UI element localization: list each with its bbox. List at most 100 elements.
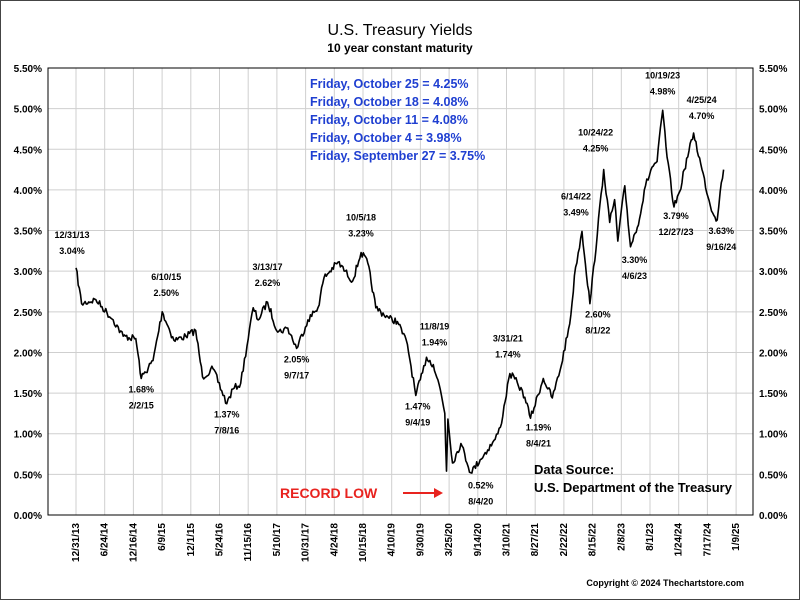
x-tick-label: 9/14/20	[473, 523, 484, 557]
x-tick-label: 12/1/15	[186, 523, 197, 557]
annotation-label: 2.50%	[153, 288, 179, 298]
x-tick-label: 4/24/18	[329, 523, 340, 557]
y-tick-label-right: 0.00%	[759, 511, 787, 522]
x-tick-label: 9/30/19	[415, 523, 426, 557]
annotation-label: 2/2/15	[129, 400, 154, 410]
annotation-label: 0.52%	[468, 481, 494, 491]
plot-area	[47, 67, 754, 516]
annotation-label: 1.19%	[526, 422, 552, 432]
y-tick-label-left: 2.50%	[14, 308, 42, 319]
y-tick-label-right: 4.00%	[759, 186, 787, 197]
x-tick-label: 11/15/16	[243, 523, 254, 562]
y-tick-label-right: 4.50%	[759, 145, 787, 156]
y-tick-label-left: 5.50%	[14, 64, 42, 75]
annotation-label: 10/24/22	[578, 128, 613, 138]
x-tick-label: 6/9/15	[157, 523, 168, 551]
annotation-label: 6/10/15	[151, 272, 181, 282]
point-annotations: 12/31/13 3.04% 1.68% 2/2/15 6/10/15 2.50% 1.37…	[54, 70, 736, 506]
x-tick-label: 3/10/21	[502, 523, 513, 557]
annotation-label: 12/27/23	[658, 227, 693, 237]
y-tick-label-left: 4.50%	[14, 145, 42, 156]
x-tick-label: 6/24/14	[100, 523, 111, 557]
y-tick-label-left: 0.00%	[14, 511, 42, 522]
data-source-line2: U.S. Department of the Treasury	[534, 480, 733, 495]
annotation-label: 4/25/24	[687, 95, 717, 105]
annotation-label: 1.74%	[495, 350, 521, 360]
y-axis-ticks: 0.00% 0.00% 0.50% 0.50% 1.00% 1.00% 1.50% 1.50%…	[14, 64, 788, 522]
x-axis-ticks: 12/31/13 6/24/14 12/16/14 6/9/15 12/1/15 5/24…	[71, 523, 742, 562]
y-tick-label-left: 5.00%	[14, 105, 42, 116]
y-tick-label-right: 5.50%	[759, 64, 787, 75]
annotation-label: 1.68%	[128, 384, 154, 394]
annotation-label: 1.94%	[422, 337, 448, 347]
annotation-label: 1.47%	[405, 402, 431, 412]
x-tick-label: 2/22/22	[559, 523, 570, 557]
grid	[48, 68, 753, 515]
annotation-label: 6/14/22	[561, 191, 591, 201]
annotation-label: 3/31/21	[493, 334, 523, 344]
chart-subtitle: 10 year constant maturity	[327, 41, 473, 55]
x-tick-label: 8/27/21	[530, 523, 541, 557]
annotation-label: 9/7/17	[284, 370, 309, 380]
y-tick-label-left: 0.50%	[14, 470, 42, 481]
annotation-label: 3.79%	[663, 211, 689, 221]
annotation-label: 8/4/20	[468, 497, 493, 507]
x-tick-label: 12/31/13	[71, 523, 82, 562]
x-tick-label: 3/25/20	[444, 523, 455, 557]
annotation-label: 3.63%	[708, 226, 734, 236]
x-tick-label: 12/16/14	[128, 523, 139, 562]
x-tick-label: 8/1/23	[645, 523, 656, 551]
y-tick-label-right: 1.50%	[759, 389, 787, 400]
annotation-label: 3.23%	[348, 228, 374, 238]
annotation-label: 11/8/19	[420, 321, 450, 331]
x-tick-label: 2/8/23	[616, 523, 627, 551]
weekly-note: Friday, September 27 = 3.75%	[310, 149, 485, 163]
x-tick-label: 1/9/25	[731, 523, 742, 551]
annotation-label: 7/8/16	[214, 426, 239, 436]
annotation-label: 2.60%	[585, 310, 611, 320]
annotation-label: 3.04%	[59, 246, 85, 256]
annotation-label: 9/16/24	[706, 242, 736, 252]
y-tick-label-left: 1.50%	[14, 389, 42, 400]
y-tick-label-left: 3.50%	[14, 227, 42, 238]
annotation-label: 9/4/19	[405, 418, 430, 428]
x-tick-label: 8/15/22	[588, 523, 599, 557]
annotation-label: 3.49%	[563, 207, 589, 217]
data-source-line1: Data Source:	[534, 462, 614, 477]
copyright: Copyright © 2024 Thechartstore.com	[586, 578, 744, 588]
x-tick-label: 7/17/24	[702, 523, 713, 557]
y-tick-label-right: 5.00%	[759, 105, 787, 116]
record-low-label: RECORD LOW	[280, 485, 378, 501]
chart-title: U.S. Treasury Yields	[328, 22, 473, 39]
annotation-label: 4.25%	[583, 144, 609, 154]
weekly-yield-notes: Friday, October 25 = 4.25% Friday, Octobe…	[310, 77, 485, 163]
annotation-label: 2.05%	[284, 354, 310, 364]
record-low-arrow	[403, 488, 443, 498]
annotation-label: 4/6/23	[622, 271, 647, 281]
x-tick-label: 10/31/17	[301, 523, 312, 562]
y-tick-label-left: 1.00%	[14, 430, 42, 441]
y-tick-label-right: 3.00%	[759, 267, 787, 278]
y-tick-label-left: 4.00%	[14, 186, 42, 197]
y-tick-label-right: 0.50%	[759, 470, 787, 481]
series-line-10y-yield	[75, 109, 725, 474]
y-tick-label-right: 3.50%	[759, 227, 787, 238]
annotation-label: 8/4/21	[526, 438, 551, 448]
x-tick-label: 1/24/24	[674, 523, 685, 557]
annotation-label: 3.30%	[622, 255, 648, 265]
weekly-note: Friday, October 11 = 4.08%	[310, 113, 468, 127]
annotation-label: 8/1/22	[585, 326, 610, 336]
y-tick-label-right: 2.00%	[759, 348, 787, 359]
annotation-label: 10/5/18	[346, 212, 376, 222]
annotation-label: 4.70%	[689, 111, 715, 121]
x-tick-label: 5/24/16	[215, 523, 226, 557]
annotation-label: 12/31/13	[54, 230, 89, 240]
annotation-label: 3/13/17	[252, 262, 282, 272]
weekly-note: Friday, October 25 = 4.25%	[310, 77, 469, 91]
annotation-label: 2.62%	[255, 278, 281, 288]
x-tick-label: 10/15/18	[358, 523, 369, 562]
annotation-label: 10/19/23	[645, 70, 680, 80]
annotation-label: 1.37%	[214, 410, 240, 420]
weekly-note: Friday, October 4 = 3.98%	[310, 131, 462, 145]
